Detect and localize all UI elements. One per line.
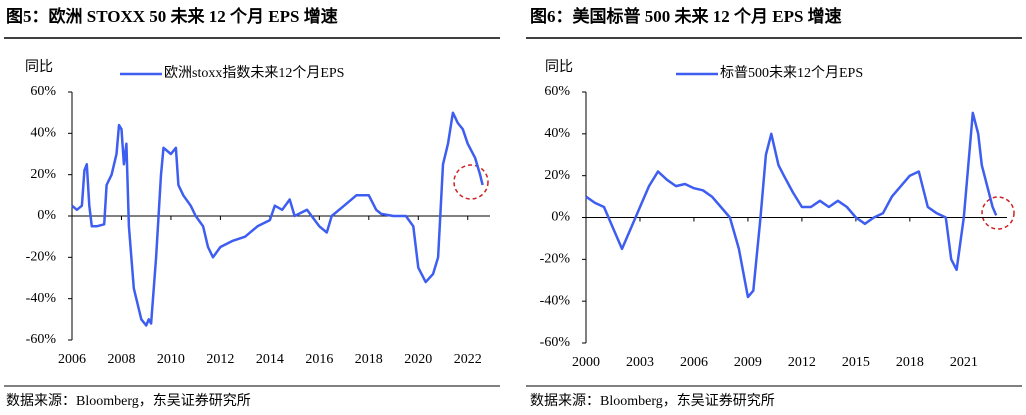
x-tick-label: 2016	[305, 352, 333, 367]
y-tick-label: 20%	[30, 167, 56, 182]
source: 数据来源：Bloomberg，东吴证券研究所	[530, 393, 775, 409]
legend-label: 标普500未来12个月EPS	[720, 65, 863, 81]
panel-left: 图5：欧洲 STOXX 50 未来 12 个月 EPS 增速 同比 数据来源：B…	[4, 6, 500, 409]
y-tick-label: -20%	[540, 252, 571, 267]
y-tick-label: 60%	[544, 84, 570, 99]
line	[585, 111, 998, 299]
x-tick-label: 2010	[157, 352, 185, 367]
x-tick-label: 2009	[734, 355, 762, 370]
y-tick-label: -40%	[540, 293, 571, 308]
panel-right: 图6：美国标普 500 未来 12 个月 EPS 增速 同比 数据来源：Bloo…	[526, 6, 1022, 409]
y-tick-label: 0%	[37, 208, 56, 223]
y-axis-label: 同比	[25, 59, 53, 75]
chart-title: 图6：美国标普 500 未来 12 个月 EPS 增速	[530, 6, 842, 26]
x-tick-label: 2022	[454, 352, 482, 367]
y-tick-label: 0%	[551, 210, 570, 225]
chart-title: 图5：欧洲 STOXX 50 未来 12 个月 EPS 增速	[6, 6, 338, 26]
x-tick-label: 2012	[206, 352, 234, 367]
y-tick-label: -40%	[26, 291, 57, 306]
y-tick-label: 20%	[544, 168, 570, 183]
x-tick-label: 2021	[950, 355, 978, 370]
y-tick-label: 40%	[30, 126, 56, 141]
x-tick-label: 2003	[626, 355, 654, 370]
y-tick-label: -60%	[540, 335, 571, 350]
y-tick-label: -60%	[26, 332, 57, 347]
x-tick-label: 2018	[896, 355, 924, 370]
x-tick-label: 2000	[572, 355, 600, 370]
x-tick-label: 2015	[842, 355, 870, 370]
legend-label: 欧洲stoxx指数未来12个月EPS	[164, 65, 344, 81]
x-tick-label: 2020	[404, 352, 432, 367]
x-tick-label: 2018	[355, 352, 383, 367]
x-tick-label: 2012	[788, 355, 816, 370]
x-tick-label: 2008	[107, 352, 135, 367]
x-tick-label: 2014	[256, 352, 284, 367]
y-tick-label: 60%	[30, 84, 56, 99]
highlight-circle	[453, 164, 489, 200]
source: 数据来源：Bloomberg，东吴证券研究所	[6, 393, 251, 409]
y-axis-label: 同比	[545, 59, 573, 75]
line	[71, 111, 484, 327]
x-tick-label: 2006	[58, 352, 86, 367]
y-tick-label: -20%	[26, 250, 57, 265]
y-tick-label: 40%	[544, 126, 570, 141]
highlight-circle	[981, 196, 1015, 230]
x-tick-label: 2006	[680, 355, 708, 370]
